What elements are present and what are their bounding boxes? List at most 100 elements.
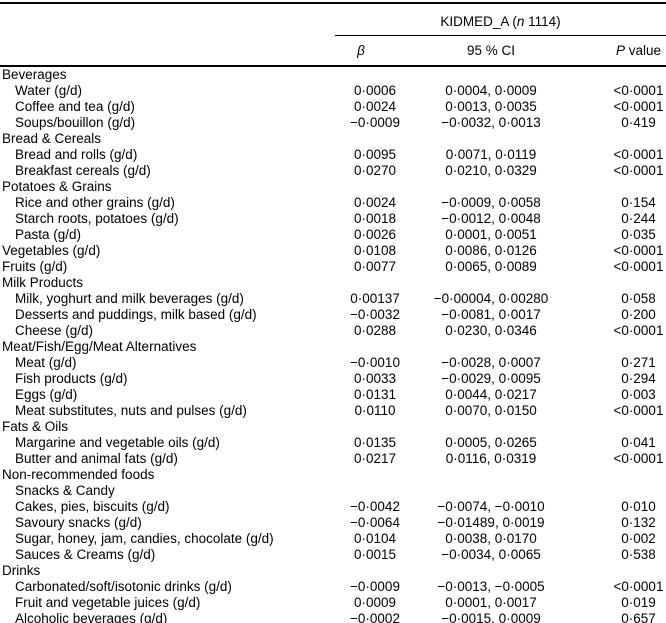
cell-p: 0·294	[621, 371, 656, 386]
table-row: Butter and animal fats (g/d) 0·0217 0·0116…	[0, 451, 666, 467]
table-row-category: Bread & Cereals	[0, 131, 666, 147]
cell-p	[577, 339, 666, 355]
cell-ci: 0·0210, 0·0329	[445, 163, 537, 178]
table-row-category: Milk Products	[0, 275, 666, 291]
cell-ci: −0·0081, 0·0017	[441, 307, 541, 322]
cell-p: 0·041	[621, 435, 656, 450]
cell-p: <0·0001	[613, 323, 664, 338]
table-row-subcategory: Snacks & Candy	[0, 483, 666, 499]
cell-ci: 0·0116, 0·0319	[445, 451, 537, 466]
row-label: Sugar, honey, jam, candies, chocolate (g…	[15, 531, 274, 546]
table-body: Beverages Water (g/d) 0·0006 0·0004, 0·0009…	[0, 66, 666, 623]
cell-beta: 0·0104	[353, 531, 397, 546]
cell-p: 0·419	[621, 115, 656, 130]
cell-beta: −0·0002	[350, 611, 400, 623]
cell-ci: 0·0230, 0·0346	[445, 323, 537, 338]
column-header-row: β 95 % CI P value	[0, 36, 666, 67]
row-label: Savoury snacks (g/d)	[15, 515, 142, 530]
cell-p: <0·0001	[613, 99, 664, 114]
cell-p: 0·132	[621, 515, 656, 530]
table-row: Water (g/d) 0·0006 0·0004, 0·0009 <0·0001	[0, 83, 666, 99]
cell-ci: −0·0074, −0·0010	[437, 499, 545, 514]
table-row-category: Non-recommended foods	[0, 467, 666, 483]
cell-p: <0·0001	[613, 83, 664, 98]
table-row: Cakes, pies, biscuits (g/d) −0·0042 −0·007…	[0, 499, 666, 515]
table-row: Margarine and vegetable oils (g/d) 0·0135…	[0, 435, 666, 451]
row-label: Beverages	[2, 67, 67, 82]
row-label: Fats & Oils	[2, 419, 69, 434]
table-row-category: Fats & Oils	[0, 419, 666, 435]
cell-beta: 0·00137	[350, 291, 400, 306]
cell-p: 0·154	[621, 195, 656, 210]
cell-ci: 0·0005, 0·0265	[445, 435, 537, 450]
table-row-category: Potatoes & Grains	[0, 179, 666, 195]
cell-p: 0·035	[621, 227, 656, 242]
cell-ci	[415, 131, 577, 147]
row-label: Bread & Cereals	[2, 131, 102, 146]
cell-ci: −0·0032, 0·0013	[441, 115, 541, 130]
col-header-ci: 95 % CI	[466, 42, 516, 58]
cell-beta: 0·0108	[353, 243, 397, 258]
table-row: Meat substitutes, nuts and pulses (g/d) 0…	[0, 403, 666, 419]
cell-ci: 0·0001, 0·0051	[445, 227, 537, 242]
cell-p	[577, 563, 666, 579]
row-label: Water (g/d)	[15, 83, 83, 98]
cell-p: 0·657	[621, 611, 656, 623]
cell-ci	[415, 483, 577, 499]
table-row: Rice and other grains (g/d) 0·0024 −0·0009…	[0, 195, 666, 211]
cell-ci	[415, 563, 577, 579]
beta-symbol: β	[357, 42, 365, 58]
cell-ci: −0·01489, 0·0019	[437, 515, 545, 530]
row-label: Sauces & Creams (g/d)	[15, 547, 156, 562]
cell-ci: 0·0013, 0·0035	[445, 99, 537, 114]
cell-beta: 0·0018	[353, 211, 397, 226]
cell-beta	[335, 179, 415, 195]
cell-beta: −0·0009	[350, 579, 400, 594]
row-label: Bread and rolls (g/d)	[15, 147, 138, 162]
table-row: Starch roots, potatoes (g/d) 0·0018 −0·001…	[0, 211, 666, 227]
cell-ci: 0·0004, 0·0009	[445, 83, 537, 98]
cell-beta: 0·0015	[353, 547, 397, 562]
table-row: Soups/bouillon (g/d) −0·0009 −0·0032, 0·00…	[0, 115, 666, 131]
cell-beta: 0·0135	[353, 435, 397, 450]
row-label: Rice and other grains (g/d)	[15, 195, 175, 210]
table-row-category: Meat/Fish/Egg/Meat Alternatives	[0, 339, 666, 355]
row-label: Desserts and puddings, milk based (g/d)	[15, 307, 257, 322]
group-header-row: KIDMED_A (n 1114)	[0, 3, 666, 36]
cell-p: 0·003	[621, 387, 656, 402]
row-label: Meat substitutes, nuts and pulses (g/d)	[15, 403, 247, 418]
row-label: Meat (g/d)	[15, 355, 77, 370]
group-header-n-italic: n	[516, 14, 525, 29]
cell-beta: 0·0095	[353, 147, 397, 162]
row-label: Pasta (g/d)	[15, 227, 82, 242]
cell-ci: 0·0065, 0·0089	[445, 259, 537, 274]
row-label: Drinks	[2, 563, 41, 578]
cell-ci: −0·0009, 0·0058	[441, 195, 541, 210]
row-label: Margarine and vegetable oils (g/d)	[15, 435, 220, 450]
cell-beta	[335, 275, 415, 291]
table-row: Sugar, honey, jam, candies, chocolate (g…	[0, 531, 666, 547]
cell-beta: −0·0042	[350, 499, 400, 514]
col-header-beta: β	[335, 36, 415, 67]
table-row: Eggs (g/d) 0·0131 0·0044, 0·0217 0·003	[0, 387, 666, 403]
cell-beta: 0·0024	[353, 195, 397, 210]
table-row: Fruits (g/d) 0·0077 0·0065, 0·0089 <0·0001	[0, 259, 666, 275]
cell-p: 0·002	[621, 531, 656, 546]
cell-ci	[415, 419, 577, 435]
row-label: Starch roots, potatoes (g/d)	[15, 211, 179, 226]
cell-beta: 0·0033	[353, 371, 397, 386]
cell-p: 0·538	[621, 547, 656, 562]
cell-beta	[335, 419, 415, 435]
cell-p: <0·0001	[613, 451, 664, 466]
cell-ci: −0·0015, 0·0009	[441, 611, 541, 623]
row-label: Potatoes & Grains	[2, 179, 112, 194]
cell-p: 0·010	[621, 499, 656, 514]
cell-ci: −0·00004, 0·00280	[433, 291, 549, 306]
row-label: Cheese (g/d)	[15, 323, 94, 338]
table-row-category: Drinks	[0, 563, 666, 579]
cell-beta	[335, 131, 415, 147]
row-label: Milk Products	[2, 275, 84, 290]
row-label: Cakes, pies, biscuits (g/d)	[15, 499, 170, 514]
